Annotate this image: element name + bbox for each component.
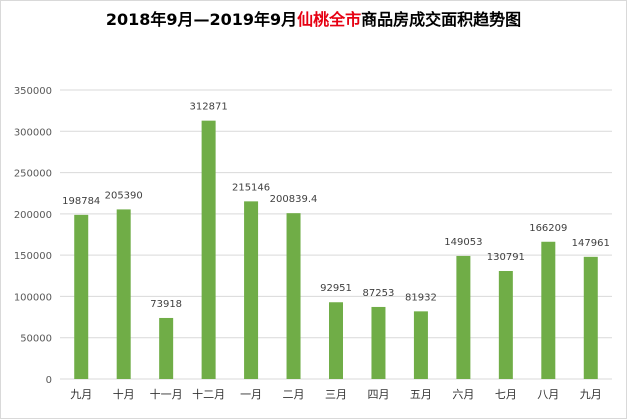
x-tick-label: 五月 bbox=[410, 388, 432, 401]
bar-series bbox=[74, 120, 598, 379]
data-label: 205390 bbox=[105, 190, 143, 201]
y-tick-label: 350000 bbox=[14, 86, 52, 97]
title-highlight: 仙桃全市 bbox=[297, 10, 362, 29]
y-tick-label: 300000 bbox=[14, 127, 52, 138]
x-tick-label: 十二月 bbox=[192, 387, 225, 401]
y-axis: 0 50000 100000 150000 200000 250000 300000 3500… bbox=[14, 86, 52, 386]
x-tick-label: 三月 bbox=[325, 388, 347, 401]
bar bbox=[286, 213, 301, 379]
data-label: 87253 bbox=[363, 288, 395, 299]
x-tick-label: 八月 bbox=[537, 388, 559, 401]
y-tick-label: 50000 bbox=[20, 334, 52, 345]
data-label: 198784 bbox=[62, 196, 100, 207]
data-label: 147961 bbox=[572, 238, 610, 249]
x-tick-label: 十月 bbox=[113, 387, 135, 401]
x-tick-label: 九月 bbox=[70, 388, 92, 401]
data-label: 92951 bbox=[320, 283, 352, 294]
x-tick-label: 二月 bbox=[283, 388, 305, 401]
y-tick-label: 150000 bbox=[14, 251, 52, 262]
data-label: 130791 bbox=[487, 252, 525, 263]
y-tick-label: 0 bbox=[46, 375, 52, 386]
y-tick-label: 100000 bbox=[14, 292, 52, 303]
data-label: 312871 bbox=[190, 102, 228, 113]
x-tick-label: 十一月 bbox=[150, 387, 183, 401]
x-tick-label: 九月 bbox=[580, 388, 602, 401]
x-axis: 九月 十月 十一月 十二月 一月 二月 三月 四月 五月 六月 七月 八月 九月 bbox=[70, 387, 602, 401]
bar bbox=[201, 120, 216, 379]
bar bbox=[456, 255, 471, 379]
x-tick-label: 四月 bbox=[367, 388, 389, 401]
data-label: 200839.4 bbox=[270, 194, 318, 205]
bar bbox=[541, 241, 556, 379]
x-tick-label: 七月 bbox=[495, 388, 517, 401]
bar bbox=[498, 271, 513, 379]
bar bbox=[244, 201, 259, 379]
data-label: 81932 bbox=[405, 292, 437, 303]
y-tick-label: 250000 bbox=[14, 169, 52, 180]
data-label: 149053 bbox=[444, 237, 482, 248]
bar bbox=[371, 306, 386, 379]
bar bbox=[583, 256, 598, 379]
bar bbox=[159, 317, 174, 379]
x-tick-label: 一月 bbox=[240, 388, 262, 401]
bar bbox=[329, 302, 343, 379]
data-label: 215146 bbox=[232, 182, 270, 193]
title-prefix: 2018年9月—2019年9月 bbox=[105, 10, 298, 29]
bar bbox=[74, 214, 89, 379]
title-suffix: 商品房成交面积趋势图 bbox=[361, 10, 522, 29]
bar bbox=[413, 311, 428, 379]
bar bbox=[116, 209, 131, 379]
chart-title: 2018年9月—2019年9月仙桃全市商品房成交面积趋势图 bbox=[0, 6, 627, 30]
y-tick-label: 200000 bbox=[14, 210, 52, 221]
data-label: 73918 bbox=[150, 299, 182, 310]
data-label: 166209 bbox=[529, 223, 567, 234]
x-tick-label: 六月 bbox=[452, 388, 474, 401]
